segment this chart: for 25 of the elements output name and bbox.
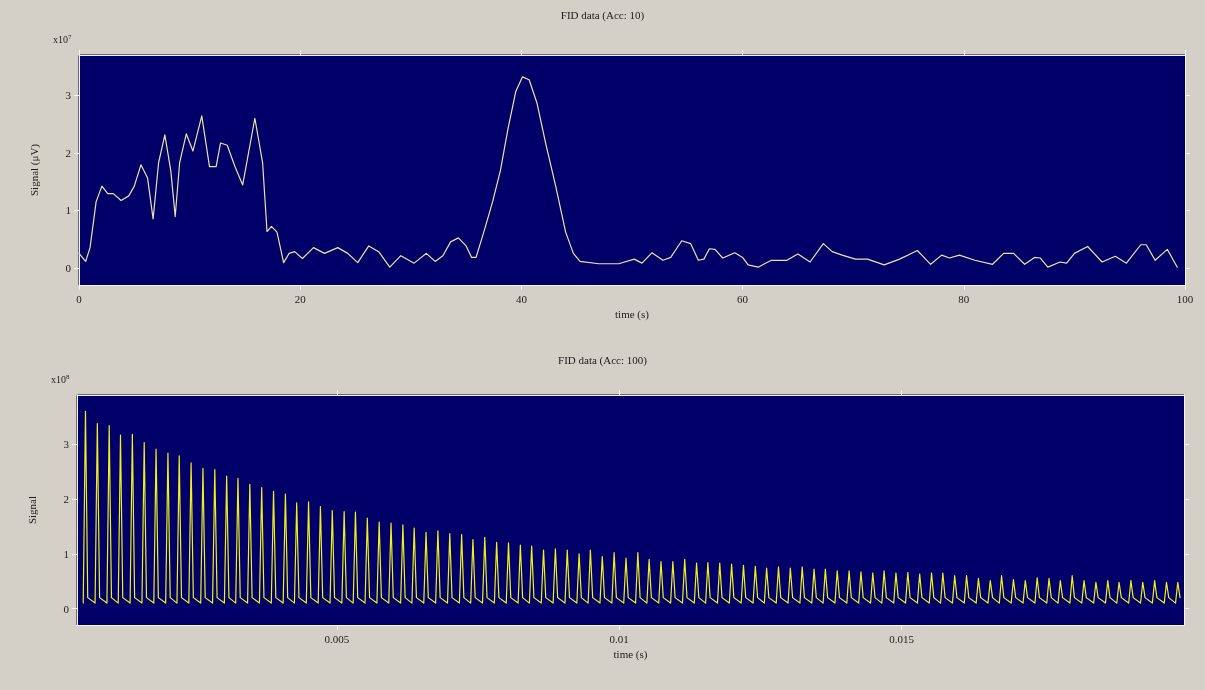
x-tick-label: 20 [294, 292, 307, 305]
y-tick-label: 2 [63, 493, 69, 506]
x-tick-label: 0.015 [889, 632, 915, 645]
y-tick-label: 1 [63, 547, 69, 560]
chart-title: FID data (Acc: 100) [558, 353, 648, 367]
x-tick-label: 80 [958, 292, 970, 305]
x-tick-label: 100 [1176, 292, 1194, 305]
line-series [78, 76, 1178, 268]
y-tick-label: 1 [65, 204, 71, 217]
x-tick-label: 40 [515, 292, 528, 305]
x-tick-label: 0 [76, 292, 83, 305]
x-axis-title: time (s) [613, 648, 648, 662]
x-tick-label: 0.01 [609, 632, 629, 645]
chart-title: FID data (Acc: 10) [560, 8, 645, 22]
y-axis-title: Signal [25, 495, 38, 525]
x-tick-label: 0.005 [324, 632, 350, 645]
y-tick-label: 2 [65, 146, 71, 159]
y-tick-label: 3 [65, 89, 72, 102]
y-tick-label: 0 [63, 602, 70, 615]
y-axis-title: Signal (μV) [27, 143, 41, 197]
y-tick-label: 3 [63, 438, 70, 451]
line-series [82, 410, 1181, 604]
x-axis-title: time (s) [615, 308, 650, 322]
y-tick-label: 0 [65, 261, 72, 274]
x-tick-label: 60 [737, 292, 749, 305]
